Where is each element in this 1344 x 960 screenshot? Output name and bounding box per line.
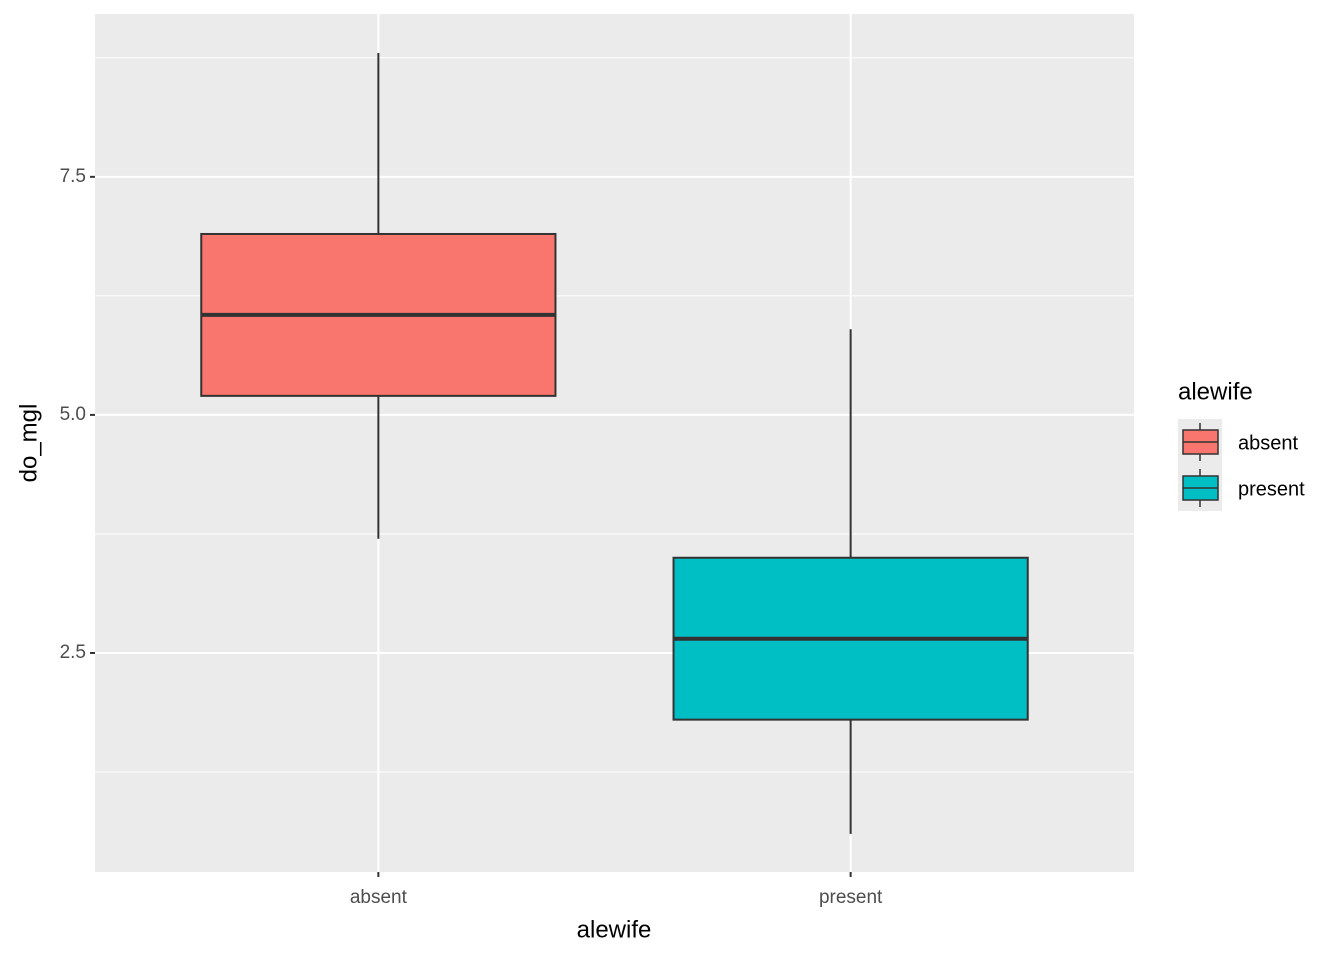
legend-label: present <box>1238 478 1305 500</box>
y-tick-label: 2.5 <box>60 642 86 663</box>
legend-label: absent <box>1238 432 1298 454</box>
x-tick-label: present <box>819 887 883 908</box>
y-tick-label: 5.0 <box>60 404 86 425</box>
legend-title: alewife <box>1178 378 1253 405</box>
y-axis-title: do_mgl <box>15 404 42 483</box>
x-axis-title: alewife <box>577 916 652 943</box>
y-tick-label: 7.5 <box>60 166 86 187</box>
panel <box>95 14 1134 872</box>
x-tick-label: absent <box>350 887 408 908</box>
